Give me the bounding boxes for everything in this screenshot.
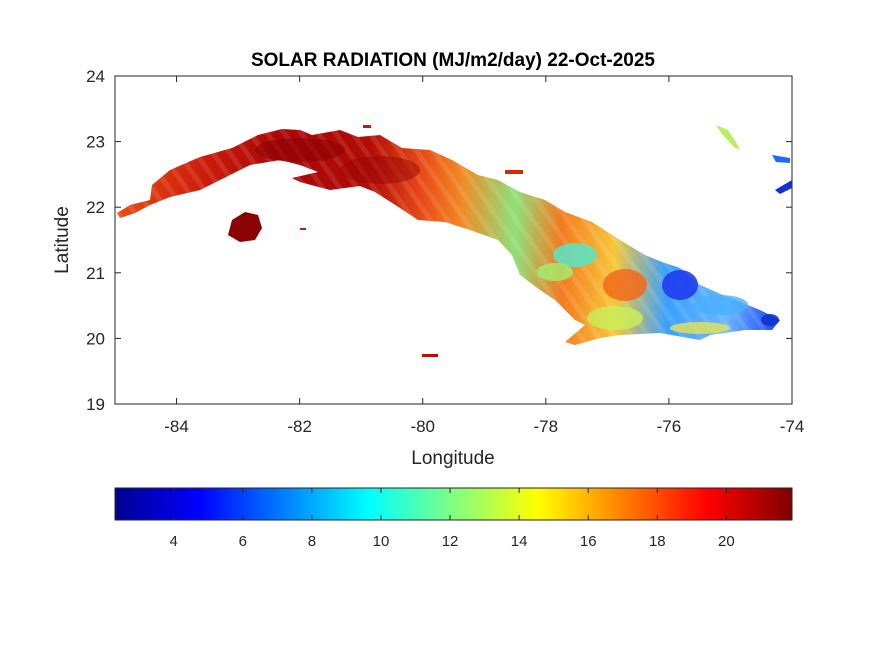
chart-title: SOLAR RADIATION (MJ/m2/day) 22-Oct-2025 [251, 50, 655, 71]
y-axis-label: Latitude [52, 206, 73, 274]
x-tick-label: -74 [780, 417, 805, 436]
y-tick-label: 19 [86, 395, 105, 414]
x-tick-label: -82 [287, 417, 312, 436]
inagua-island [772, 155, 790, 163]
isla-de-la-juventud [228, 212, 262, 242]
map-axes [114, 75, 793, 405]
y-tick-label: 23 [86, 133, 105, 152]
colorbar-tick-label: 12 [442, 533, 459, 550]
colorbar-tick-label: 18 [649, 533, 666, 550]
central-cyan-patch [553, 243, 597, 267]
central-green-patch [537, 263, 573, 281]
colorbar-tick-label: 14 [511, 533, 528, 550]
dark-red-core [255, 138, 345, 162]
small-key [505, 170, 523, 174]
x-tick-label: -78 [534, 417, 559, 436]
y-tick-label: 22 [86, 198, 105, 217]
small-key [363, 125, 371, 128]
east-blue-patch [662, 270, 698, 300]
x-tick-label: -84 [164, 417, 189, 436]
y-tick-label: 21 [86, 264, 105, 283]
colorbar-ticks: 4 6 8 10 12 14 16 18 20 [170, 488, 735, 550]
small-key [422, 354, 438, 357]
x-tick-label: -76 [657, 417, 682, 436]
cuba-radiation-field [117, 125, 792, 357]
east-lightblue-patch [692, 295, 748, 315]
orange-patch [603, 269, 647, 301]
far-east-blue-patch [761, 314, 779, 326]
x-axis-ticks: -84 -82 -80 -78 -76 -74 [164, 76, 804, 436]
yellow-green-patch [587, 306, 643, 330]
colorbar-tick-label: 20 [718, 533, 735, 550]
y-tick-label: 20 [86, 329, 105, 348]
x-tick-label: -80 [410, 417, 435, 436]
colorbar-tick-label: 10 [373, 533, 390, 550]
y-axis-ticks: 19 20 21 22 23 24 [86, 67, 792, 414]
small-key [300, 228, 306, 230]
north-east-key [716, 125, 740, 150]
colorbar-tick-label: 4 [170, 533, 178, 550]
colorbar [114, 487, 793, 521]
southeast-yellow-patch [670, 322, 730, 334]
colorbar-tick-label: 6 [239, 533, 247, 550]
east-edge-island [775, 180, 792, 194]
colorbar-tick-label: 8 [308, 533, 316, 550]
dark-red-center [340, 156, 420, 184]
y-tick-label: 24 [86, 67, 105, 86]
colorbar-tick-label: 16 [580, 533, 597, 550]
x-axis-label: Longitude [411, 448, 494, 469]
